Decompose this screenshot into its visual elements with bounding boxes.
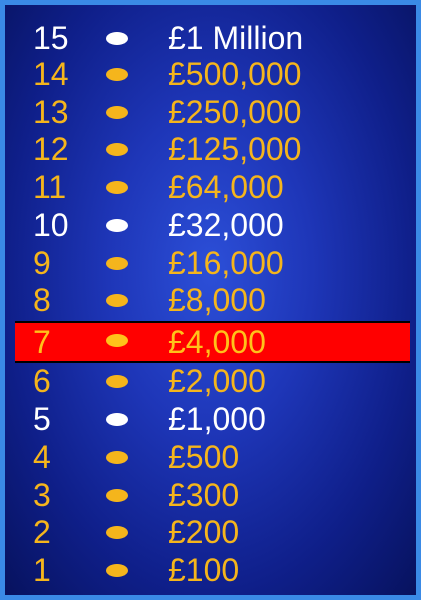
level-marker-icon [106,334,128,347]
level-marker-icon [106,451,128,464]
prize-amount: £250,000 [168,94,302,130]
prize-amount: £1 Million [168,20,304,56]
ladder-row-7: 7 £4,000 [15,321,410,363]
level-number: 14 [33,56,69,92]
ladder-row-9: 9 £16,000 [5,244,416,282]
level-marker-icon [106,564,128,577]
prize-amount: £200 [168,514,240,550]
level-marker-icon [106,375,128,388]
ladder-row-12: 12 £125,000 [5,130,416,168]
ladder-row-15: 15 £1 Million [5,19,416,57]
ladder-row-2: 2 £200 [5,513,416,551]
prize-amount: £1,000 [168,401,266,437]
level-number: 13 [33,94,69,130]
level-marker-icon [106,219,128,232]
prize-amount: £500 [168,439,240,475]
level-number: 12 [33,131,69,167]
ladder-row-5: 5 £1,000 [5,400,416,438]
level-number: 10 [33,207,69,243]
level-marker-icon [106,181,128,194]
prize-amount: £64,000 [168,169,284,205]
prize-amount: £500,000 [168,56,302,92]
level-number: 8 [33,282,51,318]
level-number: 2 [33,514,51,550]
level-number: 4 [33,439,51,475]
ladder-row-11: 11 £64,000 [5,168,416,206]
prize-amount: £2,000 [168,363,266,399]
level-number: 3 [33,477,51,513]
level-number: 15 [33,20,69,56]
prize-amount: £300 [168,477,240,513]
ladder-row-10: 10 £32,000 [5,206,416,244]
ladder-row-14: 14 £500,000 [5,55,416,93]
ladder-row-1: 1 £100 [5,551,416,589]
level-marker-icon [106,489,128,502]
money-ladder: 15 £1 Million 14 £500,000 13 £250,000 12… [5,5,416,595]
level-number: 11 [33,169,67,205]
prize-amount: £4,000 [168,324,266,360]
level-marker-icon [106,294,128,307]
level-marker-icon [106,32,128,45]
ladder-row-6: 6 £2,000 [5,362,416,400]
level-number: 6 [33,363,51,399]
prize-amount: £8,000 [168,282,266,318]
prize-amount: £16,000 [168,245,284,281]
level-number: 7 [33,324,51,360]
level-marker-icon [106,68,128,81]
ladder-row-13: 13 £250,000 [5,93,416,131]
level-marker-icon [106,413,128,426]
ladder-row-8: 8 £8,000 [5,281,416,319]
prize-amount: £100 [168,552,240,588]
level-marker-icon [106,257,128,270]
ladder-row-3: 3 £300 [5,476,416,514]
ladder-row-4: 4 £500 [5,438,416,476]
level-number: 5 [33,401,51,437]
level-number: 9 [33,245,51,281]
level-marker-icon [106,143,128,156]
level-number: 1 [33,552,51,588]
prize-amount: £125,000 [168,131,302,167]
level-marker-icon [106,106,128,119]
prize-amount: £32,000 [168,207,284,243]
level-marker-icon [106,526,128,539]
